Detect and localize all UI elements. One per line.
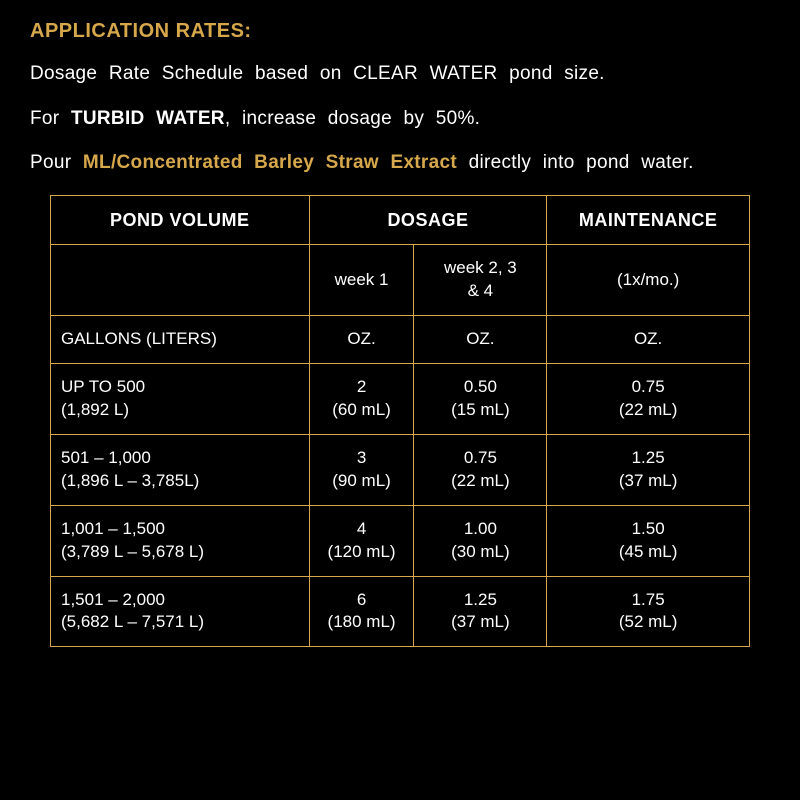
cell-vol: UP TO 500(1,892 L): [51, 363, 310, 434]
line-3-c: directly into pond water.: [457, 152, 694, 173]
cell-vol: 1,501 – 2,000(5,682 L – 7,571 L): [51, 576, 310, 647]
sub-week234: week 2, 3& 4: [414, 245, 547, 316]
table-row: 501 – 1,000(1,896 L – 3,785L) 3(90 mL) 0…: [51, 434, 750, 505]
units-w234: OZ.: [414, 315, 547, 363]
cell-w234: 0.50(15 mL): [414, 363, 547, 434]
cell-w234: 1.25(37 mL): [414, 576, 547, 647]
line-3-b: ML/Concentrated Barley Straw Extract: [83, 152, 457, 173]
cell-vol: 1,001 – 1,500(3,789 L – 5,678 L): [51, 505, 310, 576]
cell-w234: 1.00(30 mL): [414, 505, 547, 576]
hdr-maintenance: MAINTENANCE: [547, 195, 750, 244]
line-2-a: For: [30, 108, 71, 129]
dosage-table: POND VOLUME DOSAGE MAINTENANCE week 1 we…: [50, 195, 750, 648]
line-1: Dosage Rate Schedule based on CLEAR WATE…: [30, 61, 770, 88]
sub-week1: week 1: [309, 245, 414, 316]
cell-m: 1.50(45 mL): [547, 505, 750, 576]
units-vol: GALLONS (LITERS): [51, 315, 310, 363]
line-2-c: , increase dosage by 50%.: [225, 108, 480, 129]
line-1-text: Dosage Rate Schedule based on CLEAR WATE…: [30, 63, 605, 84]
line-3: Pour ML/Concentrated Barley Straw Extrac…: [30, 150, 770, 177]
line-3-a: Pour: [30, 152, 83, 173]
table-subheader-row: week 1 week 2, 3& 4 (1x/mo.): [51, 245, 750, 316]
sub-blank: [51, 245, 310, 316]
table-header-row: POND VOLUME DOSAGE MAINTENANCE: [51, 195, 750, 244]
heading-application-rates: APPLICATION RATES:: [30, 20, 770, 43]
line-2-b: TURBID WATER: [71, 108, 225, 129]
line-2: For TURBID WATER, increase dosage by 50%…: [30, 106, 770, 133]
cell-m: 0.75(22 mL): [547, 363, 750, 434]
cell-w1: 3(90 mL): [309, 434, 414, 505]
dosage-table-wrap: POND VOLUME DOSAGE MAINTENANCE week 1 we…: [50, 195, 750, 648]
units-m: OZ.: [547, 315, 750, 363]
cell-w234: 0.75(22 mL): [414, 434, 547, 505]
cell-vol: 501 – 1,000(1,896 L – 3,785L): [51, 434, 310, 505]
cell-m: 1.25(37 mL): [547, 434, 750, 505]
page: APPLICATION RATES: Dosage Rate Schedule …: [0, 0, 800, 647]
hdr-pond-volume: POND VOLUME: [51, 195, 310, 244]
cell-w1: 2(60 mL): [309, 363, 414, 434]
units-w1: OZ.: [309, 315, 414, 363]
table-units-row: GALLONS (LITERS) OZ. OZ. OZ.: [51, 315, 750, 363]
table-row: UP TO 500(1,892 L) 2(60 mL) 0.50(15 mL) …: [51, 363, 750, 434]
table-row: 1,001 – 1,500(3,789 L – 5,678 L) 4(120 m…: [51, 505, 750, 576]
cell-w1: 6(180 mL): [309, 576, 414, 647]
cell-m: 1.75(52 mL): [547, 576, 750, 647]
sub-maint: (1x/mo.): [547, 245, 750, 316]
cell-w1: 4(120 mL): [309, 505, 414, 576]
table-row: 1,501 – 2,000(5,682 L – 7,571 L) 6(180 m…: [51, 576, 750, 647]
hdr-dosage: DOSAGE: [309, 195, 547, 244]
